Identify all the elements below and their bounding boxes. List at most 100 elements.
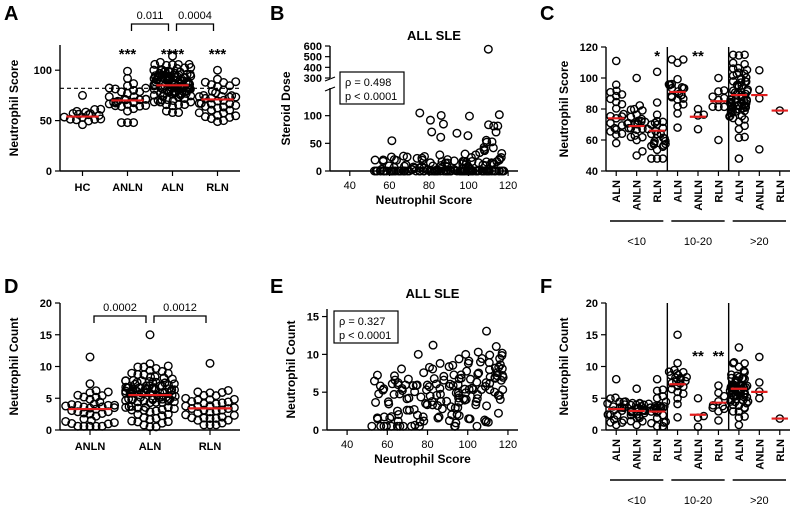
data-point — [611, 91, 621, 101]
data-point — [181, 393, 191, 403]
data-point — [699, 411, 709, 421]
data-point — [714, 73, 723, 83]
data-point — [145, 359, 155, 369]
data-point — [652, 154, 662, 163]
data-point — [693, 124, 703, 134]
data-point — [439, 375, 449, 385]
data-point — [461, 394, 471, 404]
data-point — [489, 121, 499, 131]
data-point — [194, 108, 204, 118]
x-tick-label-aln: ALN — [161, 182, 184, 194]
data-point — [450, 165, 460, 175]
data-point — [387, 136, 397, 146]
data-point — [67, 406, 77, 416]
panel-E-x-axis-label: Neutrophil Score — [374, 452, 471, 466]
data-point — [167, 101, 177, 111]
comparison-bracket — [175, 23, 215, 31]
data-point — [410, 387, 420, 397]
data-point — [482, 401, 492, 411]
correlation-stat: p < 0.0001 — [339, 330, 391, 342]
panel-B-y-tick-label: 600 — [304, 41, 322, 53]
group-label: 10-20 — [684, 236, 712, 248]
data-point — [740, 412, 749, 421]
data-point — [464, 111, 474, 121]
data-point — [395, 389, 405, 399]
data-point — [411, 380, 421, 390]
data-point — [658, 154, 668, 163]
group-label: <10 — [627, 495, 646, 505]
data-point — [638, 147, 647, 156]
data-point — [173, 59, 183, 69]
data-point — [85, 379, 95, 389]
x-tick-label-hc: HC — [75, 182, 91, 194]
data-point — [193, 387, 203, 397]
x-tick-label: 120 — [499, 180, 517, 192]
data-point — [436, 110, 446, 120]
bracket-pvalue: 0.011 — [137, 10, 164, 22]
data-point — [708, 102, 717, 112]
significance-stars: **** — [161, 46, 185, 63]
data-point — [229, 394, 239, 404]
data-point — [205, 395, 215, 405]
x-tick-label-rln: RLN — [713, 439, 725, 462]
data-point — [395, 421, 405, 431]
data-point — [414, 163, 424, 173]
data-point — [415, 108, 425, 118]
correlation-stat: ρ = 0.498 — [345, 77, 391, 89]
x-tick-label-aln: ALN — [673, 439, 685, 462]
panel-F-y-tick-label: 5 — [592, 393, 598, 405]
data-point — [371, 397, 381, 407]
data-point — [386, 412, 396, 422]
panel-A-y-tick-label: 0 — [46, 166, 52, 178]
data-point — [61, 416, 71, 426]
data-point — [169, 379, 179, 389]
data-point — [122, 73, 132, 83]
data-point — [389, 389, 399, 399]
data-point — [727, 370, 736, 379]
significance-stars: ** — [692, 348, 704, 365]
data-point — [96, 104, 106, 114]
data-point — [428, 340, 438, 350]
data-point — [85, 421, 95, 431]
panel-E-y-tick-label: 5 — [313, 387, 319, 399]
data-point — [453, 403, 463, 413]
data-point — [728, 64, 738, 73]
x-tick-label-rln: RLN — [775, 180, 787, 203]
data-point — [632, 73, 641, 83]
data-point — [369, 376, 379, 386]
data-point — [438, 119, 448, 129]
data-point — [728, 76, 738, 86]
data-point — [94, 110, 104, 120]
data-point — [104, 92, 114, 102]
data-point — [79, 402, 89, 412]
data-point — [487, 137, 497, 147]
data-point — [410, 420, 420, 430]
panel-D-y-axis-label: Neutrophil Count — [7, 318, 21, 416]
data-point — [397, 364, 407, 374]
panel-B-y-tick-label: 400 — [304, 62, 322, 74]
data-point — [714, 388, 723, 398]
x-tick-label-anln: ANLN — [632, 180, 644, 211]
data-point — [498, 385, 508, 395]
data-point — [637, 114, 646, 124]
data-point — [372, 413, 382, 423]
data-point — [416, 392, 426, 402]
panel-A-y-axis-label: Neutrophil Score — [7, 59, 21, 156]
data-point — [673, 399, 682, 409]
panel-D-y-tick-label: 20 — [40, 298, 52, 310]
data-point — [375, 166, 385, 176]
data-point — [488, 143, 498, 153]
data-point — [611, 125, 621, 134]
data-point — [652, 98, 662, 107]
panel-label-E: E — [270, 276, 283, 298]
data-point — [443, 155, 453, 165]
data-point — [491, 342, 501, 352]
data-point — [626, 400, 636, 410]
correlation-stat: ρ = 0.327 — [339, 316, 385, 328]
data-point — [480, 415, 490, 425]
data-point — [374, 389, 384, 399]
data-point — [450, 421, 460, 431]
data-point — [97, 421, 107, 431]
data-point — [167, 60, 177, 70]
data-point — [110, 400, 120, 410]
